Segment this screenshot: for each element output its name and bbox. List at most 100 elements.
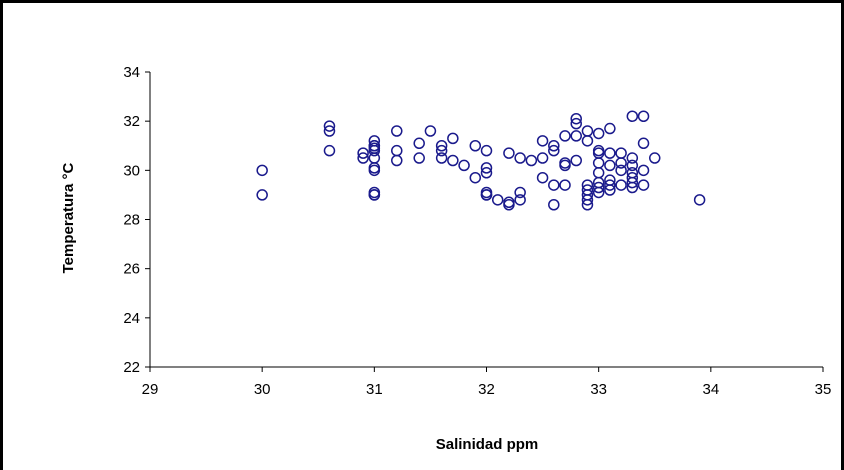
data-point <box>458 159 470 172</box>
data-point <box>368 140 381 152</box>
data-point <box>435 144 448 157</box>
data-point <box>480 144 493 157</box>
y-tick-label: 22 <box>123 359 140 376</box>
data-point <box>435 152 448 164</box>
x-tick-label: 33 <box>590 381 607 398</box>
data-point <box>357 152 369 164</box>
data-point <box>626 152 639 164</box>
data-point <box>570 154 582 167</box>
y-tick-label: 32 <box>123 113 140 130</box>
data-point <box>592 186 605 199</box>
data-point <box>514 194 526 206</box>
x-tick-label: 30 <box>254 381 271 398</box>
data-points <box>256 110 706 211</box>
data-point <box>637 164 650 177</box>
x-tick-label: 34 <box>702 381 719 398</box>
data-point <box>548 179 560 191</box>
data-point <box>615 157 627 169</box>
data-point <box>592 181 605 194</box>
data-point <box>581 199 594 211</box>
data-point <box>592 167 605 179</box>
data-point <box>604 159 616 172</box>
data-point <box>469 171 482 184</box>
data-point <box>548 199 560 211</box>
data-point <box>256 164 268 177</box>
data-point <box>570 130 582 142</box>
data-point <box>391 125 403 137</box>
data-point <box>548 140 560 152</box>
y-axis-title: Temperatura °C <box>60 162 77 273</box>
data-point <box>391 154 403 167</box>
x-axis-title: Salinidad ppm <box>436 436 539 453</box>
data-point <box>570 112 582 125</box>
data-point <box>604 122 616 135</box>
y-tick-label: 28 <box>123 212 140 229</box>
data-point <box>525 154 538 167</box>
data-point <box>626 176 639 189</box>
data-point <box>626 110 639 122</box>
data-point <box>548 144 560 157</box>
data-point <box>323 144 336 157</box>
data-point <box>469 140 482 152</box>
data-point <box>604 184 616 196</box>
y-tick-label: 30 <box>123 162 140 179</box>
data-point <box>581 194 594 206</box>
data-point <box>637 179 650 191</box>
y-tick-label: 26 <box>123 261 140 278</box>
x-ticks: 29 30 31 32 33 34 35 <box>142 367 832 398</box>
data-point <box>368 189 381 201</box>
data-point <box>649 152 661 164</box>
data-point <box>357 147 369 159</box>
data-point <box>559 179 571 191</box>
data-point <box>368 152 381 164</box>
data-point <box>480 167 493 179</box>
x-tick-label: 29 <box>142 381 159 398</box>
data-point <box>323 125 336 137</box>
data-point <box>256 189 268 201</box>
data-point <box>559 159 571 172</box>
data-point <box>559 130 571 142</box>
data-point <box>491 194 504 206</box>
y-ticks: 22 24 26 28 30 32 34 <box>123 64 150 376</box>
data-point <box>581 125 594 137</box>
data-point <box>503 199 515 211</box>
data-point <box>536 171 549 184</box>
data-point <box>536 152 549 164</box>
data-point <box>413 152 425 164</box>
data-point <box>536 135 549 147</box>
data-point <box>391 144 403 157</box>
axes <box>149 72 823 368</box>
y-tick-label: 24 <box>123 310 140 327</box>
data-point <box>514 152 526 164</box>
data-point <box>615 179 627 191</box>
data-point <box>615 164 627 177</box>
data-point <box>626 159 639 172</box>
data-point <box>368 144 381 157</box>
data-point <box>604 147 616 159</box>
data-point <box>581 135 594 147</box>
data-point <box>480 189 493 201</box>
data-point <box>693 194 706 206</box>
data-point <box>447 154 459 167</box>
y-tick-label: 34 <box>123 64 140 81</box>
data-point <box>480 162 493 174</box>
data-point <box>592 127 605 140</box>
data-point <box>323 120 336 132</box>
x-tick-label: 31 <box>366 381 383 398</box>
data-point <box>503 147 515 159</box>
data-point <box>604 179 616 191</box>
data-point <box>626 181 639 194</box>
data-point <box>435 140 448 152</box>
data-point <box>637 137 650 150</box>
data-point <box>447 132 459 145</box>
data-point <box>413 137 425 150</box>
data-point <box>570 117 582 130</box>
x-tick-label: 35 <box>815 381 832 398</box>
data-point <box>424 125 437 137</box>
x-tick-label: 32 <box>478 381 495 398</box>
data-point <box>592 157 605 169</box>
data-point <box>637 110 650 122</box>
data-point <box>368 164 381 177</box>
